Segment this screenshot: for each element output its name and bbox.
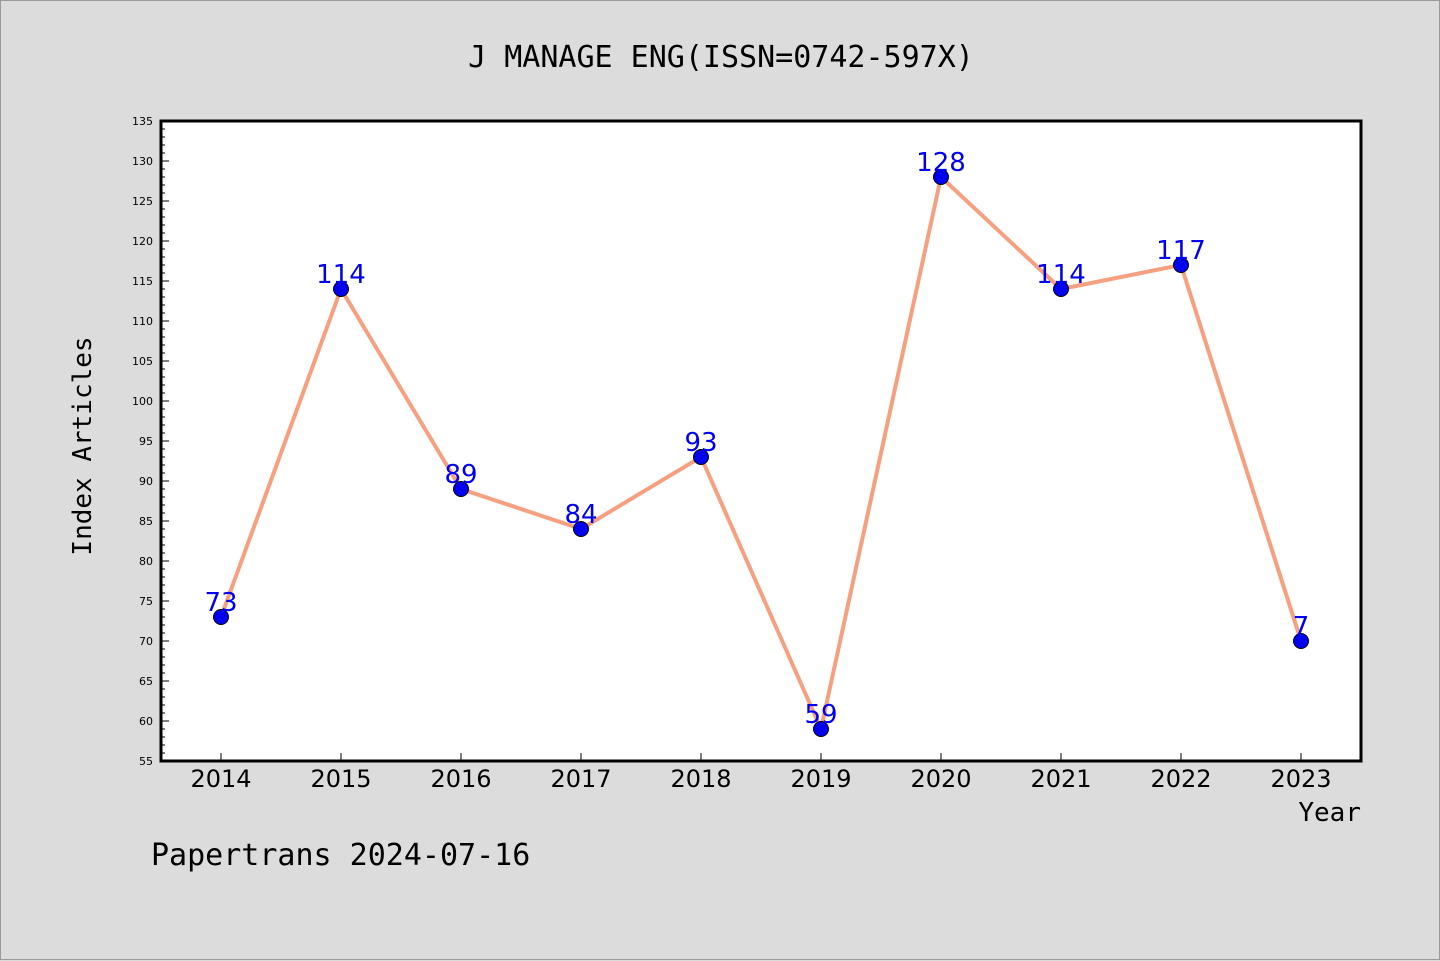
- x-tick-label: 2021: [1030, 765, 1091, 793]
- y-tick-label: 105: [132, 355, 153, 368]
- x-tick-label: 2020: [910, 765, 971, 793]
- x-tick-label: 2016: [430, 765, 491, 793]
- series-line: [219, 175, 1303, 731]
- x-tick-label: 2023: [1270, 765, 1331, 793]
- data-label: 84: [564, 500, 597, 530]
- data-point: [453, 481, 469, 497]
- x-tick-label: 2015: [310, 765, 371, 793]
- y-tick-label: 135: [132, 115, 153, 128]
- y-tick-label: 90: [139, 475, 153, 488]
- data-point: [1053, 281, 1069, 297]
- footer-text: Papertrans 2024-07-16: [151, 838, 530, 873]
- y-tick-label: 60: [139, 715, 153, 728]
- x-tick-label: 2017: [550, 765, 611, 793]
- chart-title: J MANAGE ENG(ISSN=0742-597X): [468, 40, 974, 75]
- series-line: [219, 175, 1303, 731]
- data-points: [213, 169, 1309, 737]
- x-tick-label: 2014: [190, 765, 251, 793]
- data-label: 59: [804, 700, 837, 730]
- y-tick-label: 120: [132, 235, 153, 248]
- data-label: 89: [444, 460, 477, 490]
- data-point: [1293, 633, 1309, 649]
- data-label: 73: [204, 588, 237, 618]
- x-tick-label: 2019: [790, 765, 851, 793]
- data-label: 114: [1036, 260, 1086, 290]
- x-axis: 2014 2015 2016 2017 2018 2019 2020 2021 2022 2023: [190, 753, 1332, 793]
- y-tick-label: 100: [132, 395, 153, 408]
- y-tick-label: 55: [139, 755, 153, 768]
- y-axis-title: Index Articles: [68, 336, 98, 555]
- y-tick-label: 70: [139, 635, 153, 648]
- data-point: [333, 281, 349, 297]
- y-tick-label: 95: [139, 435, 153, 448]
- data-point: [933, 169, 949, 185]
- data-label: 114: [316, 260, 366, 290]
- x-axis-title: Year: [1298, 798, 1361, 828]
- x-tick-label: 2018: [670, 765, 731, 793]
- y-tick-label: 80: [139, 555, 153, 568]
- y-tick-label: 85: [139, 515, 153, 528]
- data-label: 7: [1293, 612, 1310, 642]
- plot-area: [159, 119, 1363, 763]
- data-point: [1173, 257, 1189, 273]
- x-tick-label: 2022: [1150, 765, 1211, 793]
- y-tick-label: 115: [132, 275, 153, 288]
- y-tick-label: 75: [139, 595, 153, 608]
- data-point: [213, 609, 229, 625]
- y-tick-label: 130: [132, 155, 153, 168]
- data-label: 117: [1156, 236, 1206, 266]
- data-point: [573, 521, 589, 537]
- y-tick-label: 110: [132, 315, 153, 328]
- y-axis: 55 60 65 70 75 80 85 90 95 100 105 110 115 120 125 130 1…: [132, 115, 169, 768]
- y-tick-label: 65: [139, 675, 153, 688]
- data-point: [813, 721, 829, 737]
- data-label: 128: [916, 148, 966, 178]
- data-label: 93: [684, 428, 717, 458]
- data-labels: 73 114 89 84 93 59 128 114 117 7: [204, 148, 1309, 730]
- data-point: [693, 449, 709, 465]
- y-tick-label: 125: [132, 195, 153, 208]
